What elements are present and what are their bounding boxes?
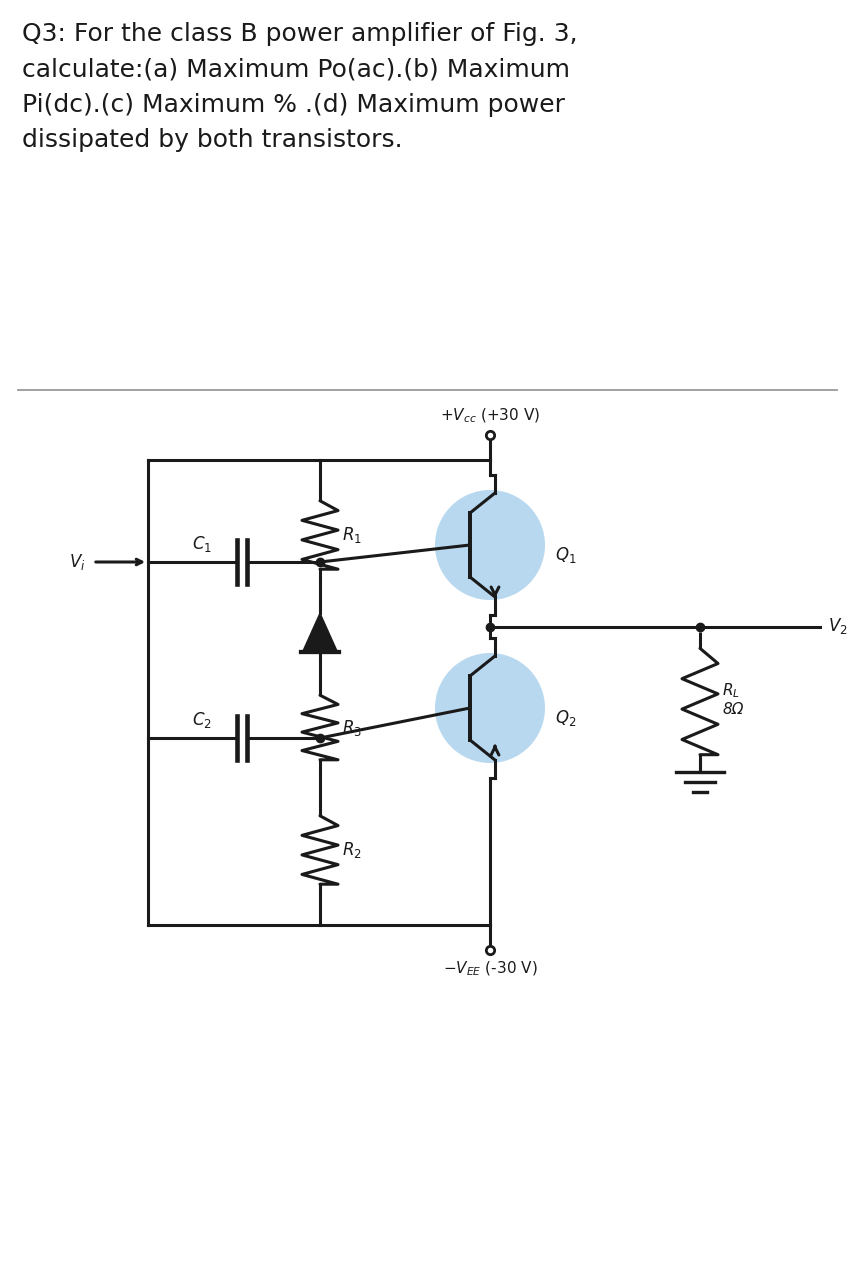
Text: $Q_2$: $Q_2$ — [555, 708, 576, 728]
Polygon shape — [303, 613, 338, 652]
Text: $R_2$: $R_2$ — [342, 840, 362, 860]
Text: $V_2$: $V_2$ — [828, 617, 847, 636]
Text: $C_1$: $C_1$ — [192, 534, 212, 554]
Circle shape — [435, 653, 545, 763]
Text: $R_1$: $R_1$ — [342, 525, 362, 545]
Text: Q3: For the class B power amplifier of Fig. 3,
calculate:(a) Maximum Po(ac).(b) : Q3: For the class B power amplifier of F… — [22, 22, 578, 152]
Text: $C_2$: $C_2$ — [192, 710, 212, 730]
Text: $Q_1$: $Q_1$ — [555, 545, 576, 564]
Text: $R_3$: $R_3$ — [342, 718, 362, 737]
Text: $V_i$: $V_i$ — [69, 552, 86, 572]
Circle shape — [435, 490, 545, 600]
Text: $-V_{EE}$ (-30 V): $-V_{EE}$ (-30 V) — [443, 960, 537, 978]
Text: $+V_{cc}$ (+30 V): $+V_{cc}$ (+30 V) — [439, 407, 540, 425]
Text: $R_L$
8Ω: $R_L$ 8Ω — [722, 681, 743, 717]
